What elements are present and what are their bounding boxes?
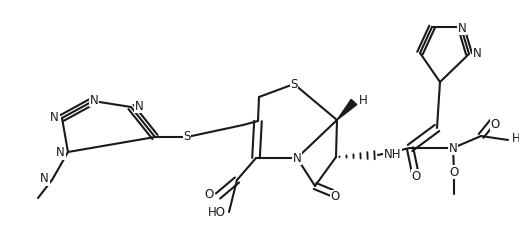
Text: S: S: [183, 130, 190, 144]
Text: N: N: [135, 99, 144, 113]
Text: S: S: [290, 78, 298, 90]
Text: N: N: [293, 151, 302, 165]
Text: NH: NH: [384, 148, 402, 160]
Text: H: H: [359, 95, 367, 107]
Text: N: N: [458, 21, 467, 35]
Text: N: N: [40, 173, 49, 185]
Text: N: N: [90, 94, 99, 106]
Text: N: N: [448, 141, 457, 155]
Text: O: O: [205, 189, 214, 201]
Text: N: N: [50, 111, 59, 123]
Text: O: O: [412, 170, 420, 182]
Text: N: N: [56, 147, 65, 159]
Text: O: O: [449, 165, 459, 179]
Text: HO: HO: [512, 132, 519, 146]
Text: O: O: [331, 191, 339, 203]
Text: O: O: [490, 118, 500, 130]
Text: N: N: [473, 46, 482, 60]
Polygon shape: [337, 99, 357, 120]
Text: HO: HO: [208, 207, 226, 219]
